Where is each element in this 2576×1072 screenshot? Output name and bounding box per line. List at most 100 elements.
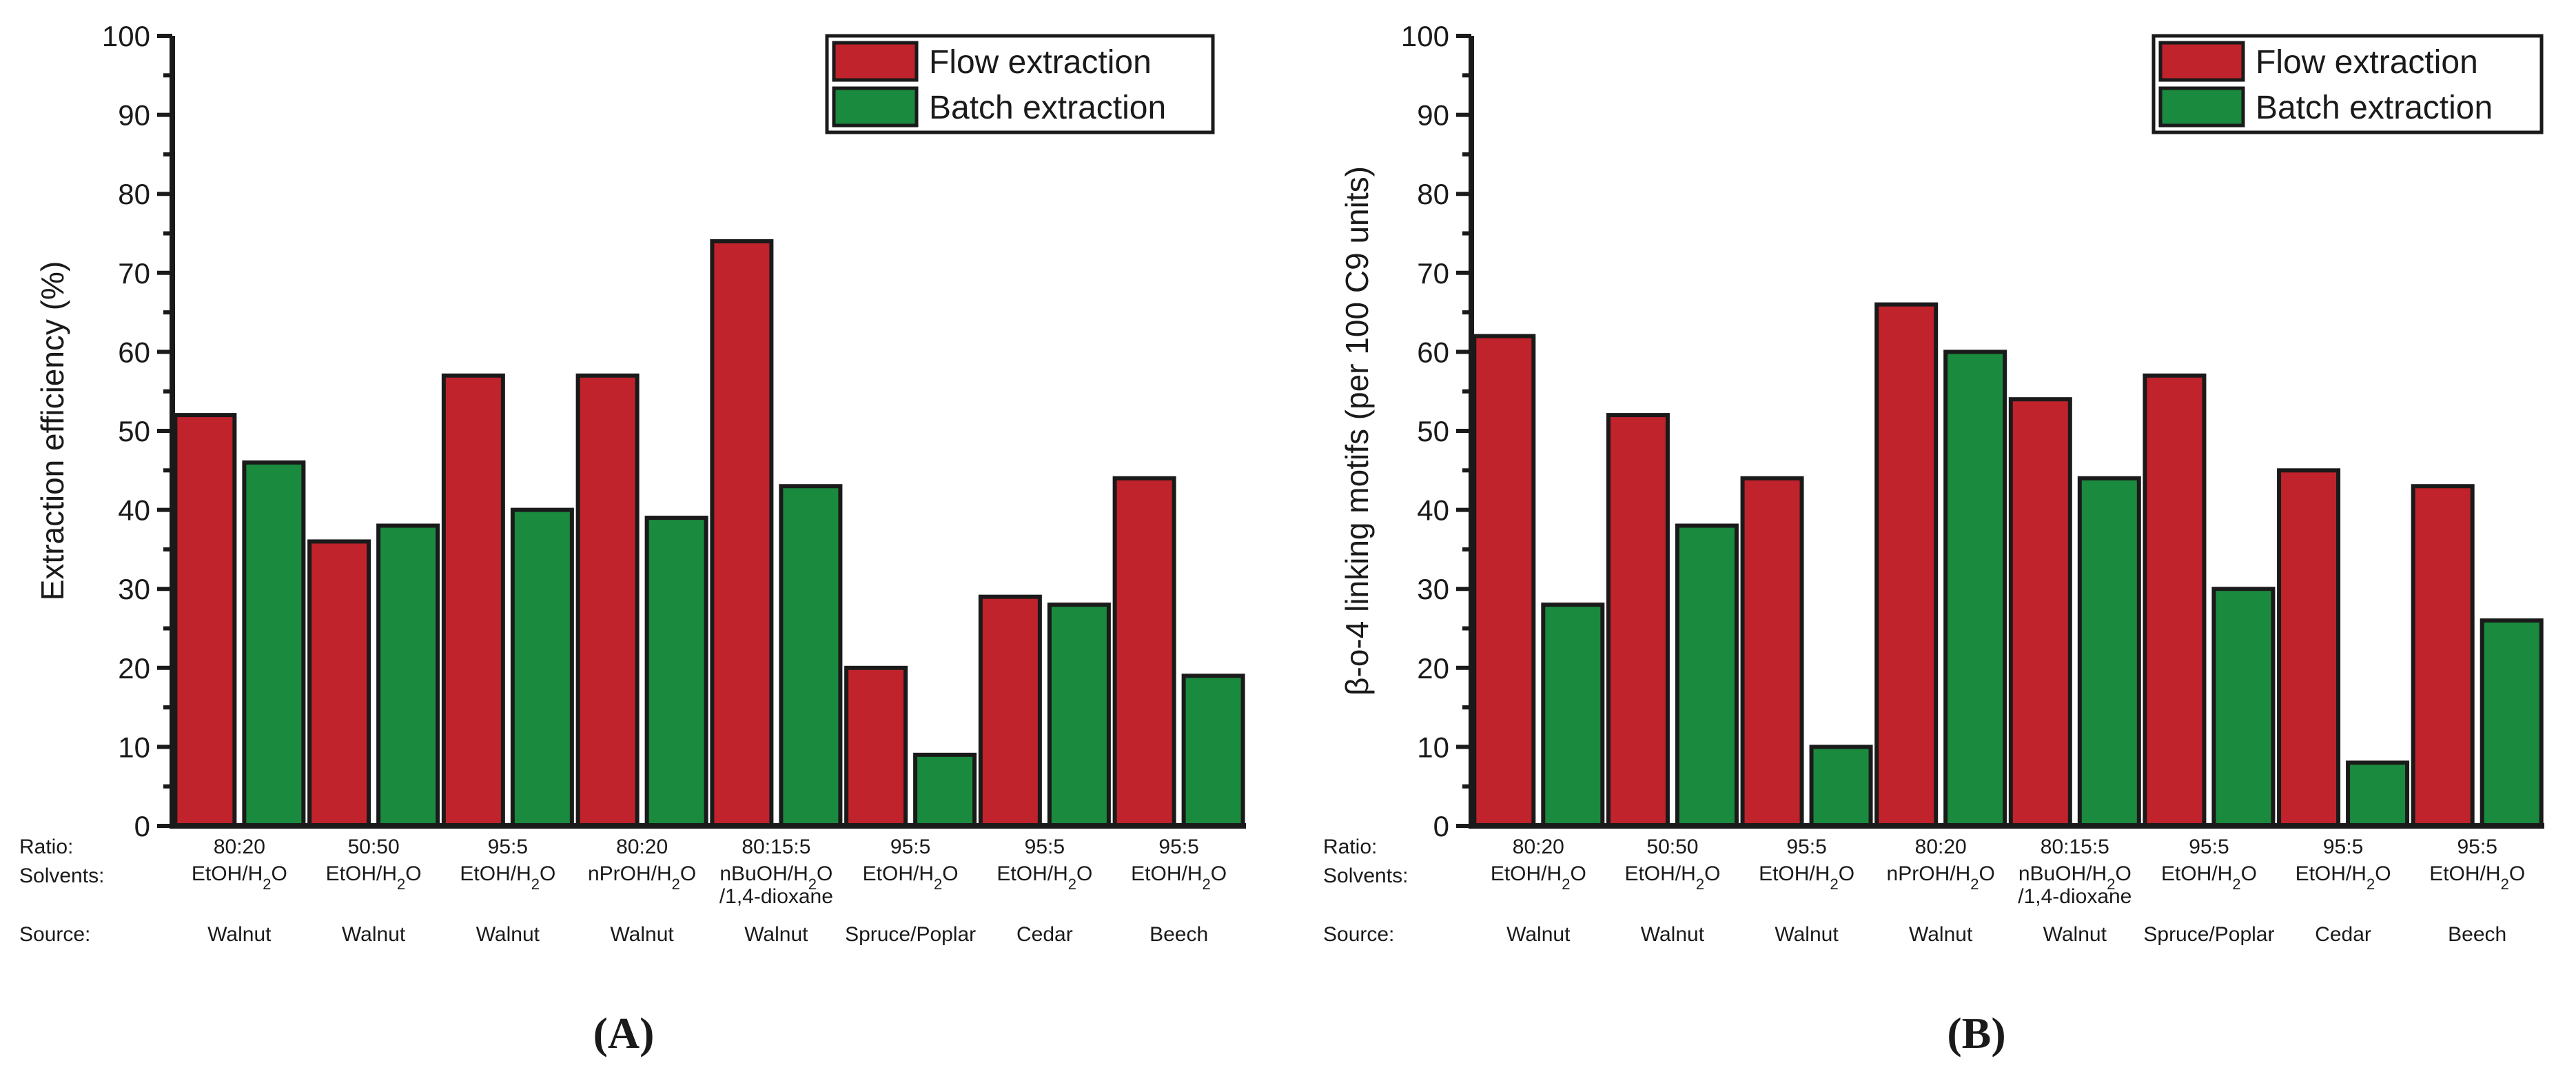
y-tick-label: 60	[118, 336, 150, 368]
y-axis-label: Extraction efficiency (%)	[34, 261, 70, 601]
bar-flow-8	[1112, 476, 1176, 828]
category-ratio-label: 95:5	[1025, 836, 1065, 858]
category-source-label: Walnut	[1641, 923, 1705, 946]
category-source-label: Walnut	[744, 923, 808, 946]
row-label-solvents: Solvents:	[1323, 864, 1408, 887]
bar-batch-3	[510, 507, 574, 828]
category-solvent-label: EtOH/H2O	[863, 862, 959, 893]
category-ratio-label: 95:5	[2189, 836, 2229, 858]
category-source-label: Walnut	[342, 923, 406, 946]
bar-batch-4	[644, 516, 708, 828]
category-solvent-label: EtOH/H2O	[460, 862, 555, 893]
y-tick-label: 20	[118, 652, 150, 685]
category-solvent-label: EtOH/H2O	[2161, 862, 2257, 893]
y-tick-label: 40	[118, 494, 150, 527]
row-label-ratio: Ratio:	[1323, 836, 1377, 858]
y-tick-label: 10	[1417, 731, 1449, 763]
category-ratio-label: 80:20	[214, 836, 265, 858]
category-source-label: Walnut	[207, 923, 272, 946]
bar-flow-7	[2277, 468, 2341, 828]
category-ratio-label: 80:15:5	[742, 836, 810, 858]
y-tick-label: 80	[118, 178, 150, 210]
category-ratio-label: 95:5	[2323, 836, 2363, 858]
category-solvent-label: EtOH/H2O	[192, 862, 287, 893]
panel-label: (B)	[1947, 1009, 2005, 1058]
y-tick-label: 30	[1417, 573, 1449, 605]
legend-label-flow: Flow extraction	[929, 44, 1152, 81]
category-solvent-label: EtOH/H2O	[326, 862, 422, 893]
category-source-label: Cedar	[1016, 923, 1073, 946]
bar-batch-6	[2211, 587, 2276, 828]
y-tick-label: 10	[118, 731, 150, 763]
legend-label-batch: Batch extraction	[929, 90, 1166, 126]
category-source-label: Cedar	[2315, 923, 2371, 946]
row-label-ratio: Ratio:	[19, 836, 73, 858]
bar-batch-1	[242, 460, 306, 828]
bar-batch-1	[1541, 603, 1605, 828]
y-tick-label: 70	[1417, 257, 1449, 290]
bar-batch-8	[1181, 674, 1245, 829]
category-solvent-label: EtOH/H2O	[1131, 862, 1227, 893]
category-ratio-label: 50:50	[1646, 836, 1698, 858]
category-ratio-label: 95:5	[890, 836, 930, 858]
category-ratio-label: 95:5	[1786, 836, 1826, 858]
bar-flow-8	[2411, 484, 2475, 828]
category-ratio-label: 80:20	[1915, 836, 1967, 858]
y-tick-label: 0	[1433, 810, 1449, 842]
bar-batch-6	[913, 752, 977, 828]
category-solvent-label: nPrOH/H2O	[588, 862, 696, 893]
y-tick-label: 40	[1417, 494, 1449, 527]
y-tick-label: 50	[118, 415, 150, 447]
category-ratio-label: 95:5	[2457, 836, 2497, 858]
category-solvent-label: EtOH/H2O	[1759, 862, 1854, 893]
category-source-label: Spruce/Poplar	[845, 923, 976, 946]
category-solvent-label: EtOH/H2O	[1624, 862, 1720, 893]
legend-label-batch: Batch extraction	[2256, 90, 2493, 126]
bar-flow-3	[441, 373, 505, 828]
category-source-label: Walnut	[1775, 923, 1839, 946]
category-ratio-label: 95:5	[1158, 836, 1198, 858]
category-solvent-label: /1,4-dioxane	[719, 885, 833, 908]
category-source-label: Beech	[2448, 923, 2506, 946]
legend-swatch-batch	[2158, 86, 2245, 128]
category-solvent-label: EtOH/H2O	[2429, 862, 2525, 893]
bar-flow-5	[2008, 397, 2072, 828]
legend-swatch-flow	[2158, 41, 2245, 82]
bar-batch-3	[1809, 745, 1873, 829]
bar-flow-6	[844, 665, 908, 828]
category-source-label: Walnut	[2043, 923, 2107, 946]
category-source-label: Walnut	[1506, 923, 1571, 946]
y-tick-label: 50	[1417, 415, 1449, 447]
bar-flow-4	[1874, 302, 1939, 828]
category-source-label: Beech	[1149, 923, 1208, 946]
y-tick-label: 90	[118, 99, 150, 132]
bar-flow-3	[1740, 476, 1804, 828]
bar-batch-7	[2346, 760, 2410, 828]
chart-panel-a: 0 10 20 30 40 50 60 70 80 90 100 Extraction efficie…	[19, 20, 1246, 1058]
category-solvent-label: nPrOH/H2O	[1887, 862, 1995, 893]
y-tick-label: 100	[102, 20, 150, 52]
y-tick-label: 100	[1401, 20, 1449, 52]
y-tick-label: 70	[118, 257, 150, 290]
bar-batch-4	[1943, 350, 2007, 828]
category-solvent-label: EtOH/H2O	[996, 862, 1092, 893]
category-ratio-label: 80:15:5	[2041, 836, 2109, 858]
category-solvent-label: /1,4-dioxane	[2018, 885, 2132, 908]
legend-swatch-batch	[832, 86, 919, 128]
category-source-label: Walnut	[610, 923, 674, 946]
legend-swatch-flow	[832, 41, 919, 82]
category-source-label: Spruce/Poplar	[2143, 923, 2274, 946]
category-source-label: Walnut	[1909, 923, 1973, 946]
chart-panel-b: 0 10 20 30 40 50 60 70 80 90 100 β-o-4 linking moti…	[1323, 20, 2544, 1058]
row-label-source: Source:	[1323, 923, 1394, 946]
y-tick-label: 90	[1417, 99, 1449, 132]
category-ratio-label: 50:50	[348, 836, 400, 858]
y-tick-label: 20	[1417, 652, 1449, 685]
bar-flow-2	[307, 539, 371, 828]
y-tick-label: 0	[134, 810, 150, 842]
bar-flow-1	[173, 413, 237, 828]
bar-flow-2	[1606, 413, 1670, 828]
y-tick-label: 60	[1417, 336, 1449, 368]
bar-batch-2	[1675, 523, 1739, 829]
